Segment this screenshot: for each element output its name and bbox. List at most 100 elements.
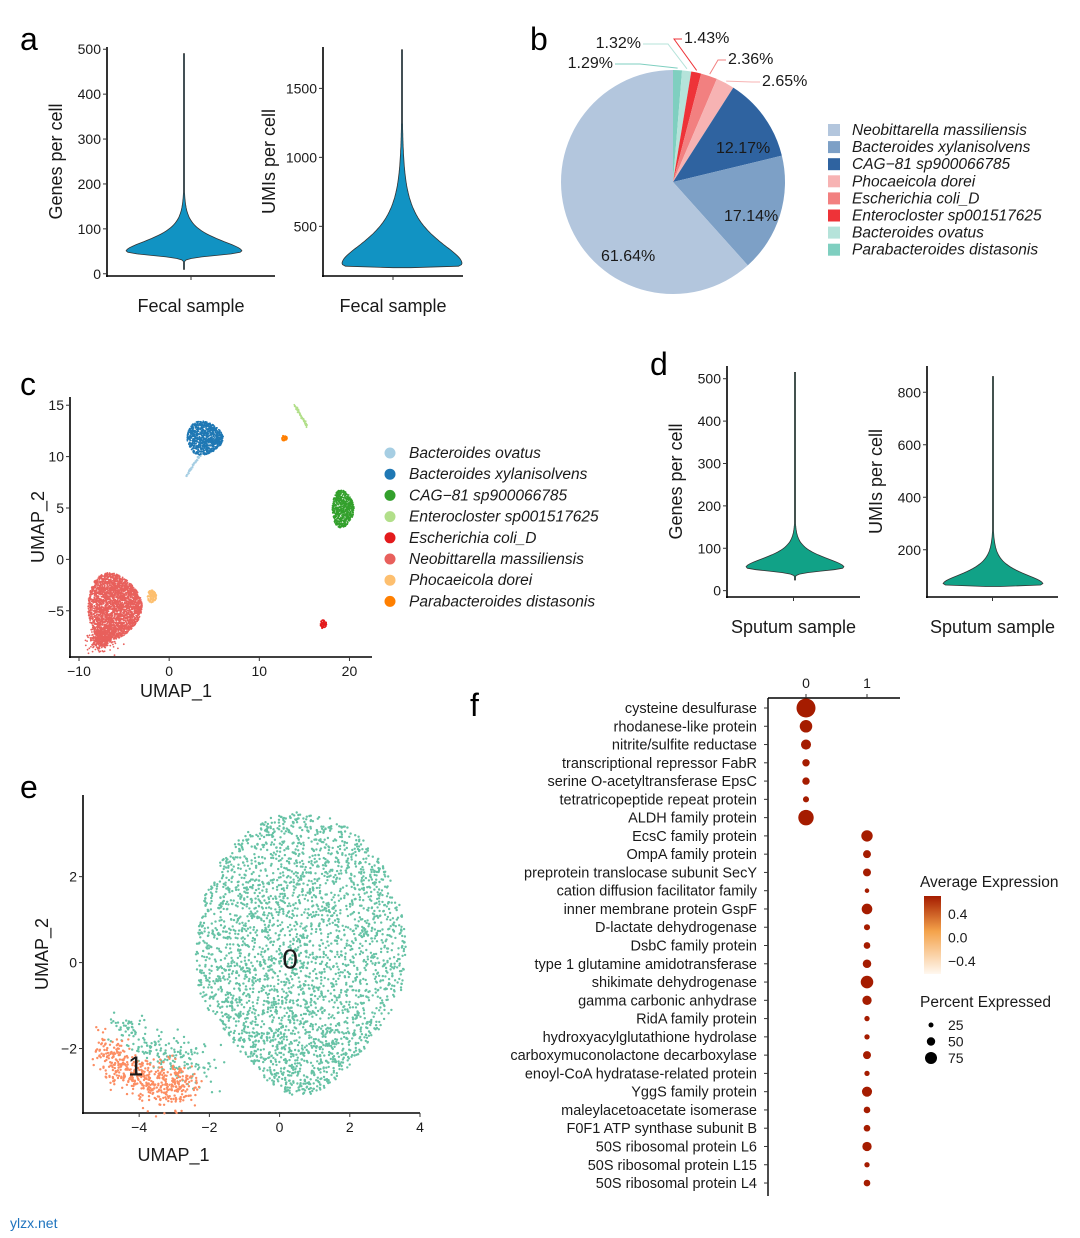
scatter-point [101, 613, 104, 616]
scatter-point [105, 618, 108, 621]
y-axis-title: UMIs per cell [866, 429, 886, 534]
y-tick-label: 600 [898, 437, 922, 453]
scatter-point [97, 586, 100, 589]
scatter-point [109, 584, 111, 587]
scatter-point [91, 636, 93, 639]
scatter-point [345, 510, 347, 513]
scatter-point [339, 495, 342, 498]
scatter-point [204, 424, 207, 427]
scatter-point [86, 634, 89, 637]
scatter-point [105, 605, 107, 607]
pie-leader-line [709, 59, 726, 75]
scatter-point [187, 432, 190, 434]
scatter-point [119, 621, 122, 624]
scatter-point [103, 610, 106, 612]
scatter-point [109, 600, 111, 602]
scatter-point [194, 460, 197, 463]
scatter-point [95, 639, 97, 642]
scatter-point [90, 615, 92, 618]
scatter-point [341, 519, 344, 522]
scatter-point [111, 618, 114, 621]
pie-slice-label: 2.36% [728, 51, 773, 68]
scatter-point [128, 609, 131, 612]
scatter-point [126, 591, 128, 594]
scatter-point [100, 590, 102, 592]
scatter-point [347, 499, 350, 502]
scatter-point [331, 512, 334, 514]
scatter-point [122, 619, 125, 622]
scatter-point [101, 610, 103, 613]
scatter-point [340, 513, 342, 515]
scatter-point [203, 430, 206, 433]
scatter-point [106, 635, 108, 638]
scatter-point [113, 605, 116, 608]
scatter-point [335, 514, 337, 517]
scatter-point [190, 437, 193, 439]
scatter-point [109, 573, 112, 576]
scatter-point [126, 589, 128, 591]
scatter-point [126, 600, 129, 603]
scatter-point [297, 411, 300, 414]
scatter-point [96, 591, 98, 594]
scatter-point [123, 602, 126, 605]
scatter-point [105, 599, 108, 602]
scatter-point [112, 606, 114, 608]
scatter-point [342, 522, 345, 525]
scatter-point [128, 600, 131, 602]
scatter-point [121, 580, 124, 582]
scatter-point [117, 616, 120, 619]
scatter-point [213, 448, 216, 451]
scatter-point [205, 445, 208, 447]
scatter-point [98, 623, 101, 626]
legend-swatch [828, 226, 840, 239]
scatter-point [113, 611, 115, 613]
scatter-point [337, 517, 339, 520]
pie-slice-label: 61.64% [601, 248, 655, 265]
scatter-point [214, 438, 217, 440]
scatter-point [121, 605, 123, 607]
scatter-point [110, 624, 113, 627]
scatter-point [130, 603, 133, 605]
legend-swatch [828, 141, 840, 154]
scatter-point [194, 452, 197, 455]
scatter-point [133, 596, 136, 599]
scatter-point [97, 625, 99, 628]
scatter-point [92, 620, 95, 623]
scatter-point [108, 635, 111, 638]
y-axis-title: Genes per cell [666, 423, 686, 539]
scatter-point [84, 644, 87, 647]
scatter-point [104, 572, 107, 575]
scatter-point [335, 504, 337, 506]
scatter-point [344, 501, 347, 504]
scatter-point [121, 601, 124, 604]
scatter-point [101, 582, 104, 585]
scatter-point [194, 429, 197, 432]
scatter-point [111, 601, 114, 604]
y-tick-label: 400 [78, 86, 102, 102]
scatter-point [221, 439, 224, 442]
scatter-point [92, 641, 95, 644]
scatter-point [197, 420, 200, 423]
pie-slice-label: 1.43% [684, 30, 729, 47]
scatter-point [92, 624, 95, 627]
scatter-point [349, 510, 352, 513]
scatter-point [87, 652, 90, 655]
scatter-point [101, 630, 103, 632]
scatter-point [334, 507, 336, 510]
panel-label-b: b [530, 21, 548, 57]
scatter-point [113, 624, 116, 626]
scatter-point [197, 441, 200, 444]
scatter-point [199, 431, 202, 434]
scatter-point [132, 622, 135, 625]
scatter-point [206, 424, 209, 427]
scatter-point [86, 640, 88, 642]
scatter-point [204, 442, 206, 445]
scatter-point [209, 433, 212, 436]
scatter-point [337, 492, 339, 494]
scatter-point [112, 646, 115, 648]
scatter-point [102, 578, 105, 581]
scatter-point [91, 593, 93, 595]
scatter-point [216, 443, 219, 446]
scatter-point [115, 610, 118, 612]
